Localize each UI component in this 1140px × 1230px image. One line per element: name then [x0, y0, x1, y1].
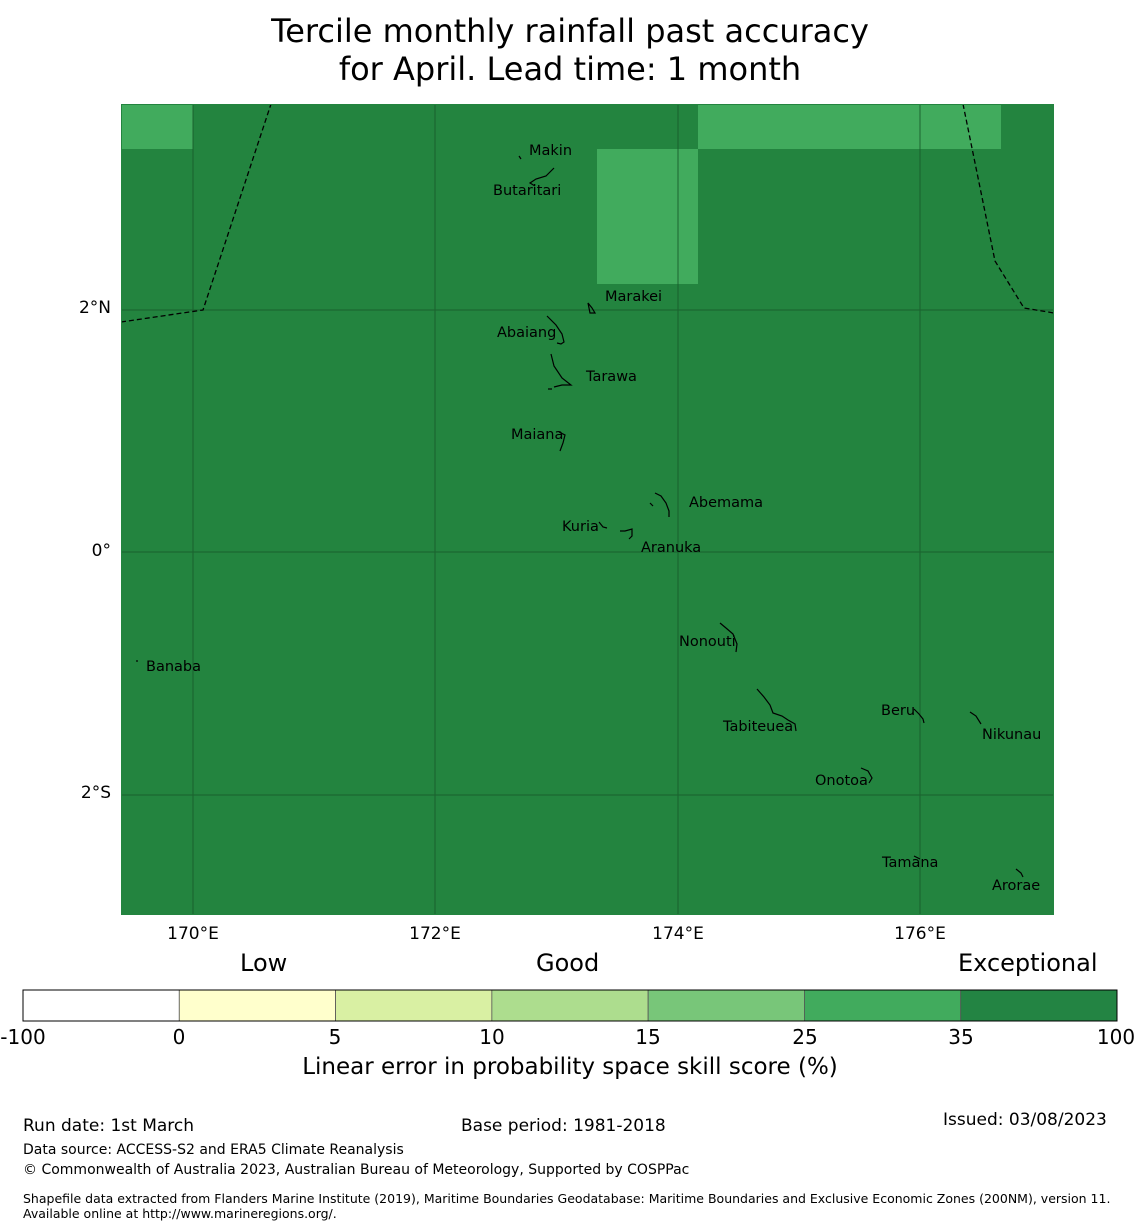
title-line-2: for April. Lead time: 1 month [338, 50, 802, 88]
island-label: Tamana [881, 855, 938, 871]
colorbar [22, 989, 1118, 1022]
colorbar-segment [22, 989, 180, 1022]
colorbar-tick: 15 [635, 1025, 661, 1049]
island-label: Nikunau [982, 727, 1041, 743]
island-label: Banaba [146, 659, 201, 675]
data-source: Data source: ACCESS-S2 and ERA5 Climate … [23, 1142, 404, 1158]
colorbar-tick: 35 [948, 1025, 974, 1049]
lon-label-174e: 174°E [652, 924, 704, 944]
island-label: Tarawa [585, 369, 637, 385]
island-label: Kuria [562, 519, 599, 535]
island-label: Nonouti [679, 634, 736, 650]
skill-cell-highlight [698, 104, 1001, 149]
island-label: Maiana [511, 427, 563, 443]
island-label: Butaritari [493, 183, 561, 199]
island-label: Abaiang [497, 325, 556, 341]
category-low: Low [240, 949, 288, 977]
colorbar-label: Linear error in probability space skill … [302, 1054, 838, 1080]
title-line-1: Tercile monthly rainfall past accuracy [271, 12, 869, 50]
lon-label-170e: 170°E [167, 924, 219, 944]
colorbar-tick: -100 [0, 1025, 46, 1049]
colorbar-segment [178, 989, 336, 1022]
colorbar-tick: 10 [479, 1025, 505, 1049]
island-label: Onotoa [815, 773, 868, 789]
colorbar-segment [491, 989, 649, 1022]
skill-map: Makin Butaritari Marakei Abaiang Tarawa … [121, 104, 1054, 915]
island-labels: Makin Butaritari Marakei Abaiang Tarawa … [146, 143, 1041, 894]
category-good: Good [536, 949, 600, 977]
colorbar-segment [804, 989, 962, 1022]
colorbar-segment [960, 989, 1118, 1022]
lat-label-0: 0° [91, 541, 111, 561]
skill-cell-highlight [597, 149, 698, 284]
colorbar-tick: 0 [172, 1025, 186, 1049]
category-exceptional: Exceptional [958, 949, 1098, 977]
eez-boundary [121, 104, 1054, 323]
lat-label-2s: 2°S [80, 783, 111, 803]
island-label: Makin [529, 143, 572, 159]
island-label: Arorae [992, 878, 1040, 894]
island-label: Aranuka [641, 540, 701, 556]
island-outlines [136, 155, 1024, 878]
colorbar-tick: 25 [792, 1025, 818, 1049]
run-date: Run date: 1st March [23, 1116, 195, 1136]
island-label: Abemama [689, 495, 763, 511]
map-frame [121, 104, 1054, 915]
island-label: Marakei [605, 289, 662, 305]
base-period: Base period: 1981-2018 [461, 1116, 666, 1136]
map-canvas: Makin Butaritari Marakei Abaiang Tarawa … [121, 104, 1054, 915]
copyright: © Commonwealth of Australia 2023, Austra… [23, 1162, 690, 1178]
colorbar-tick: 100 [1096, 1025, 1136, 1049]
colorbar-segment [647, 989, 805, 1022]
lat-label-2n: 2°N [78, 298, 111, 318]
island-label: Tabiteuea [722, 719, 793, 735]
island-label: Beru [881, 703, 915, 719]
issued-date: Issued: 03/08/2023 [943, 1110, 1107, 1130]
shapefile-credit: Shapefile data extracted from Flanders M… [23, 1191, 1111, 1221]
lon-label-172e: 172°E [409, 924, 461, 944]
gridlines [121, 104, 1054, 915]
map-title: Tercile monthly rainfall past accuracy f… [0, 12, 1140, 88]
lon-label-176e: 176°E [894, 924, 946, 944]
colorbar-segment [335, 989, 493, 1022]
skill-cell-highlight [121, 104, 193, 149]
colorbar-tick: 5 [328, 1025, 342, 1049]
